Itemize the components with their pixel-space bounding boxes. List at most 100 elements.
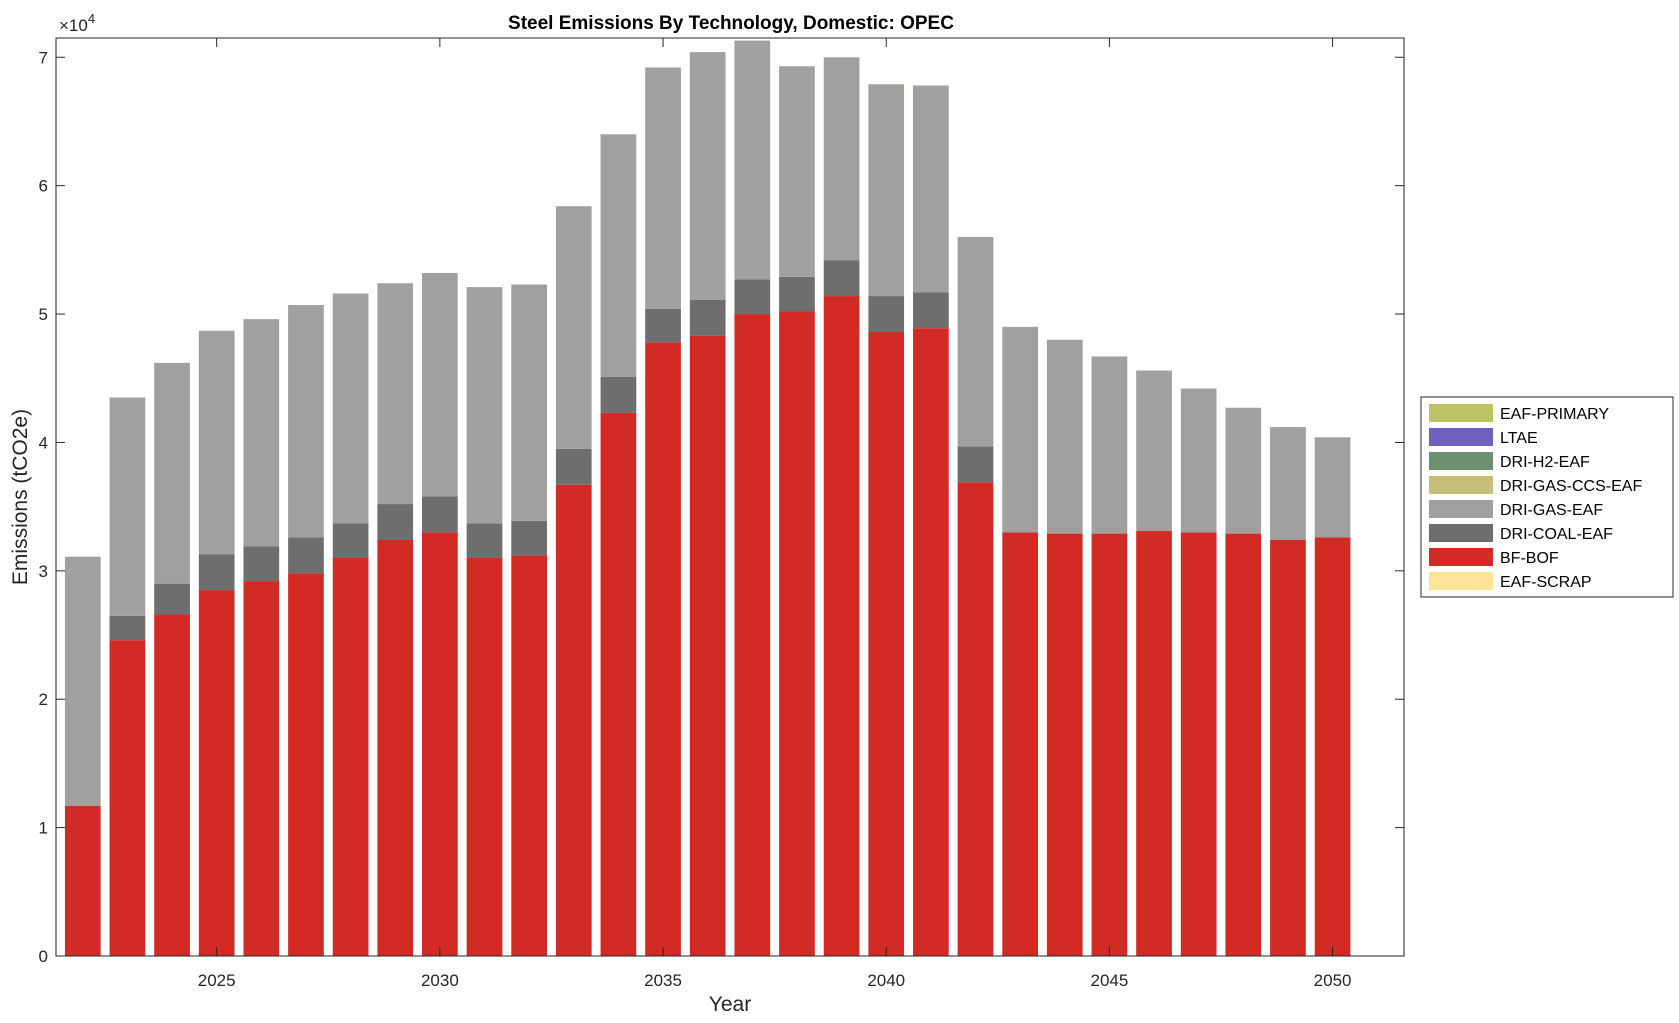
bar-bf-bof-2023: [110, 640, 146, 956]
bar-bf-bof-2027: [288, 573, 324, 956]
bar-bf-bof-2024: [154, 614, 190, 956]
bar-bf-bof-2026: [243, 581, 279, 956]
chart-title: Steel Emissions By Technology, Domestic:…: [508, 13, 954, 34]
bar-dri-coal-eaf-2026: [243, 546, 279, 581]
bar-bf-bof-2043: [1002, 532, 1038, 956]
x-axis-label: Year: [709, 993, 751, 1016]
bar-dri-gas-eaf-2033: [556, 206, 592, 449]
legend-swatch-dri-gas-ccs-eaf: [1429, 476, 1493, 494]
y-tick-label-7: 7: [39, 48, 48, 67]
bar-bf-bof-2044: [1047, 534, 1083, 956]
bar-dri-gas-eaf-2037: [734, 41, 770, 280]
bar-dri-gas-eaf-2043: [1002, 327, 1038, 532]
bar-dri-gas-eaf-2049: [1270, 427, 1306, 540]
bar-bf-bof-2047: [1181, 532, 1217, 956]
legend-swatch-dri-h2-eaf: [1429, 452, 1493, 470]
y-tick-label-1: 1: [39, 819, 48, 838]
bar-dri-gas-eaf-2045: [1092, 356, 1128, 533]
x-tick-label-2025: 2025: [198, 971, 236, 990]
bar-dri-gas-eaf-2035: [645, 68, 681, 309]
y-axis-label: Emissions (tCO2e): [9, 409, 32, 585]
bar-bf-bof-2050: [1315, 537, 1351, 956]
bar-bf-bof-2029: [377, 540, 413, 956]
bar-dri-gas-eaf-2031: [467, 287, 503, 523]
bar-dri-gas-eaf-2048: [1225, 408, 1261, 534]
bar-bf-bof-2038: [779, 311, 815, 956]
bar-dri-coal-eaf-2030: [422, 496, 458, 532]
x-tick-label-2045: 2045: [1090, 971, 1128, 990]
bar-dri-coal-eaf-2036: [690, 300, 726, 336]
bar-dri-gas-eaf-2027: [288, 305, 324, 537]
bar-dri-gas-eaf-2041: [913, 86, 949, 293]
y-tick-label-2: 2: [39, 690, 48, 709]
bar-dri-coal-eaf-2031: [467, 523, 503, 558]
bar-bf-bof-2039: [824, 296, 860, 956]
bar-dri-coal-eaf-2037: [734, 279, 770, 314]
bar-bf-bof-2031: [467, 558, 503, 956]
bar-bf-bof-2049: [1270, 540, 1306, 956]
bar-bf-bof-2040: [868, 332, 904, 956]
bar-dri-coal-eaf-2027: [288, 537, 324, 573]
bar-dri-gas-eaf-2023: [110, 398, 146, 616]
y-tick-label-3: 3: [39, 562, 48, 581]
bar-bf-bof-2025: [199, 590, 235, 956]
bar-dri-coal-eaf-2035: [645, 309, 681, 342]
bar-dri-coal-eaf-2038: [779, 277, 815, 312]
y-tick-label-6: 6: [39, 177, 48, 196]
bar-dri-coal-eaf-2023: [110, 616, 146, 640]
bar-dri-coal-eaf-2034: [601, 377, 637, 413]
y-tick-label-5: 5: [39, 305, 48, 324]
bar-bf-bof-2036: [690, 336, 726, 956]
x-tick-label-2040: 2040: [867, 971, 905, 990]
legend-label-eaf-primary: EAF-PRIMARY: [1500, 406, 1609, 423]
bar-dri-coal-eaf-2041: [913, 292, 949, 328]
legend-label-dri-coal-eaf: DRI-COAL-EAF: [1500, 526, 1613, 543]
bar-dri-gas-eaf-2036: [690, 52, 726, 300]
y-tick-label-0: 0: [39, 947, 48, 966]
bar-dri-coal-eaf-2040: [868, 296, 904, 332]
bar-dri-gas-eaf-2046: [1136, 371, 1172, 531]
legend-swatch-eaf-primary: [1429, 404, 1493, 422]
chart-figure: Steel Emissions By Technology, Domestic:…: [0, 0, 1679, 1023]
bar-dri-gas-eaf-2028: [333, 294, 369, 524]
legend-label-eaf-scrap: EAF-SCRAP: [1500, 574, 1592, 591]
bar-dri-gas-eaf-2042: [958, 237, 994, 446]
y-exponent-power: 4: [88, 11, 95, 26]
bar-dri-gas-eaf-2024: [154, 363, 190, 584]
bar-bf-bof-2042: [958, 482, 994, 956]
bar-dri-coal-eaf-2025: [199, 554, 235, 590]
bar-dri-gas-eaf-2026: [243, 319, 279, 546]
legend-swatch-bf-bof: [1429, 548, 1493, 566]
bar-bf-bof-2032: [511, 555, 547, 956]
bar-bf-bof-2046: [1136, 531, 1172, 956]
y-tick-label-4: 4: [39, 433, 48, 452]
legend-swatch-dri-gas-eaf: [1429, 500, 1493, 518]
bar-dri-coal-eaf-2039: [824, 260, 860, 296]
legend-label-dri-gas-ccs-eaf: DRI-GAS-CCS-EAF: [1500, 478, 1642, 495]
legend-label-ltae: LTAE: [1500, 430, 1538, 447]
legend-swatch-ltae: [1429, 428, 1493, 446]
legend-label-bf-bof: BF-BOF: [1500, 550, 1559, 567]
x-tick-label-2030: 2030: [421, 971, 459, 990]
bar-bf-bof-2022: [65, 806, 101, 956]
bar-dri-coal-eaf-2033: [556, 449, 592, 485]
bar-dri-gas-eaf-2050: [1315, 437, 1351, 537]
bar-dri-coal-eaf-2029: [377, 504, 413, 540]
bar-dri-gas-eaf-2030: [422, 273, 458, 496]
bar-dri-coal-eaf-2032: [511, 521, 547, 556]
bar-bf-bof-2037: [734, 314, 770, 956]
bar-bf-bof-2033: [556, 485, 592, 956]
bar-dri-coal-eaf-2028: [333, 523, 369, 558]
bar-dri-gas-eaf-2040: [868, 84, 904, 296]
legend-swatch-dri-coal-eaf: [1429, 524, 1493, 542]
legend-box: [1421, 397, 1673, 597]
bar-bf-bof-2030: [422, 532, 458, 956]
bar-bf-bof-2041: [913, 328, 949, 956]
bar-dri-gas-eaf-2039: [824, 57, 860, 260]
bar-bf-bof-2048: [1225, 534, 1261, 956]
bar-dri-gas-eaf-2032: [511, 285, 547, 521]
bar-bf-bof-2035: [645, 342, 681, 956]
bar-dri-gas-eaf-2038: [779, 66, 815, 277]
bar-bf-bof-2028: [333, 558, 369, 956]
bar-dri-gas-eaf-2025: [199, 331, 235, 554]
